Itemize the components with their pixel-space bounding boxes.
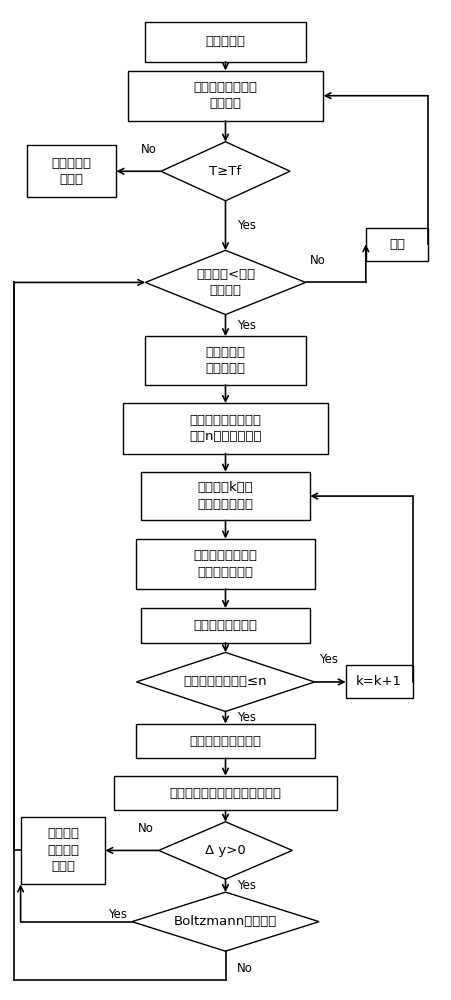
Bar xyxy=(136,539,315,589)
Bar xyxy=(128,71,323,121)
Text: 按当前方案恢复时间
排列n个故障点顺序: 按当前方案恢复时间 排列n个故障点顺序 xyxy=(189,414,262,443)
Polygon shape xyxy=(145,250,306,315)
Bar xyxy=(27,145,116,197)
Bar xyxy=(114,776,337,810)
Text: T≥Tf: T≥Tf xyxy=(209,165,242,178)
Polygon shape xyxy=(159,822,292,879)
Polygon shape xyxy=(161,142,290,201)
Text: 输出最优抢
修方案: 输出最优抢 修方案 xyxy=(52,157,92,186)
Text: 接受新的
方案为当
前方案: 接受新的 方案为当 前方案 xyxy=(47,827,79,873)
Text: No: No xyxy=(237,962,253,975)
Text: Yes: Yes xyxy=(237,879,256,892)
Bar xyxy=(136,724,315,758)
Text: No: No xyxy=(141,143,156,156)
Text: 当前方案总负荷损失: 当前方案总负荷损失 xyxy=(189,735,262,748)
Polygon shape xyxy=(136,652,315,711)
Text: No: No xyxy=(310,254,326,267)
Polygon shape xyxy=(132,892,319,951)
Text: Yes: Yes xyxy=(237,711,256,724)
Text: 计算当前负荷损失: 计算当前负荷损失 xyxy=(193,619,258,632)
Text: 扰动次数<最大
扰动次数: 扰动次数<最大 扰动次数 xyxy=(196,268,255,297)
Text: Δ y>0: Δ y>0 xyxy=(205,844,246,857)
Text: 生成初始人员物资
抢修方案: 生成初始人员物资 抢修方案 xyxy=(193,81,258,110)
Text: 降温: 降温 xyxy=(389,238,405,251)
Text: Boltzmann概率接受: Boltzmann概率接受 xyxy=(174,915,277,928)
Text: No: No xyxy=(138,822,154,835)
Text: Yes: Yes xyxy=(237,319,256,332)
Text: 运行遗传算法确定
最佳联络线状态: 运行遗传算法确定 最佳联络线状态 xyxy=(193,549,258,579)
Text: Yes: Yes xyxy=(237,219,256,232)
Text: k=k+1: k=k+1 xyxy=(356,675,402,688)
Text: 已修复故障点个数≤n: 已修复故障点个数≤n xyxy=(184,675,267,688)
Bar xyxy=(346,665,413,698)
Bar xyxy=(366,228,428,261)
Text: Yes: Yes xyxy=(109,908,128,921)
Text: 已修复的k个故
障点状态为闭合: 已修复的k个故 障点状态为闭合 xyxy=(198,481,253,511)
Bar xyxy=(145,22,306,62)
Text: 参数初始化: 参数初始化 xyxy=(206,35,245,48)
Bar xyxy=(145,336,306,385)
Bar xyxy=(123,403,328,454)
Bar xyxy=(141,608,310,643)
Bar xyxy=(21,817,105,884)
Text: Yes: Yes xyxy=(319,653,338,666)
Text: 计算扰动前后两个目标函数差值: 计算扰动前后两个目标函数差值 xyxy=(170,787,281,800)
Text: 扰动产生新
的抢修方案: 扰动产生新 的抢修方案 xyxy=(206,346,245,375)
Bar xyxy=(141,472,310,520)
